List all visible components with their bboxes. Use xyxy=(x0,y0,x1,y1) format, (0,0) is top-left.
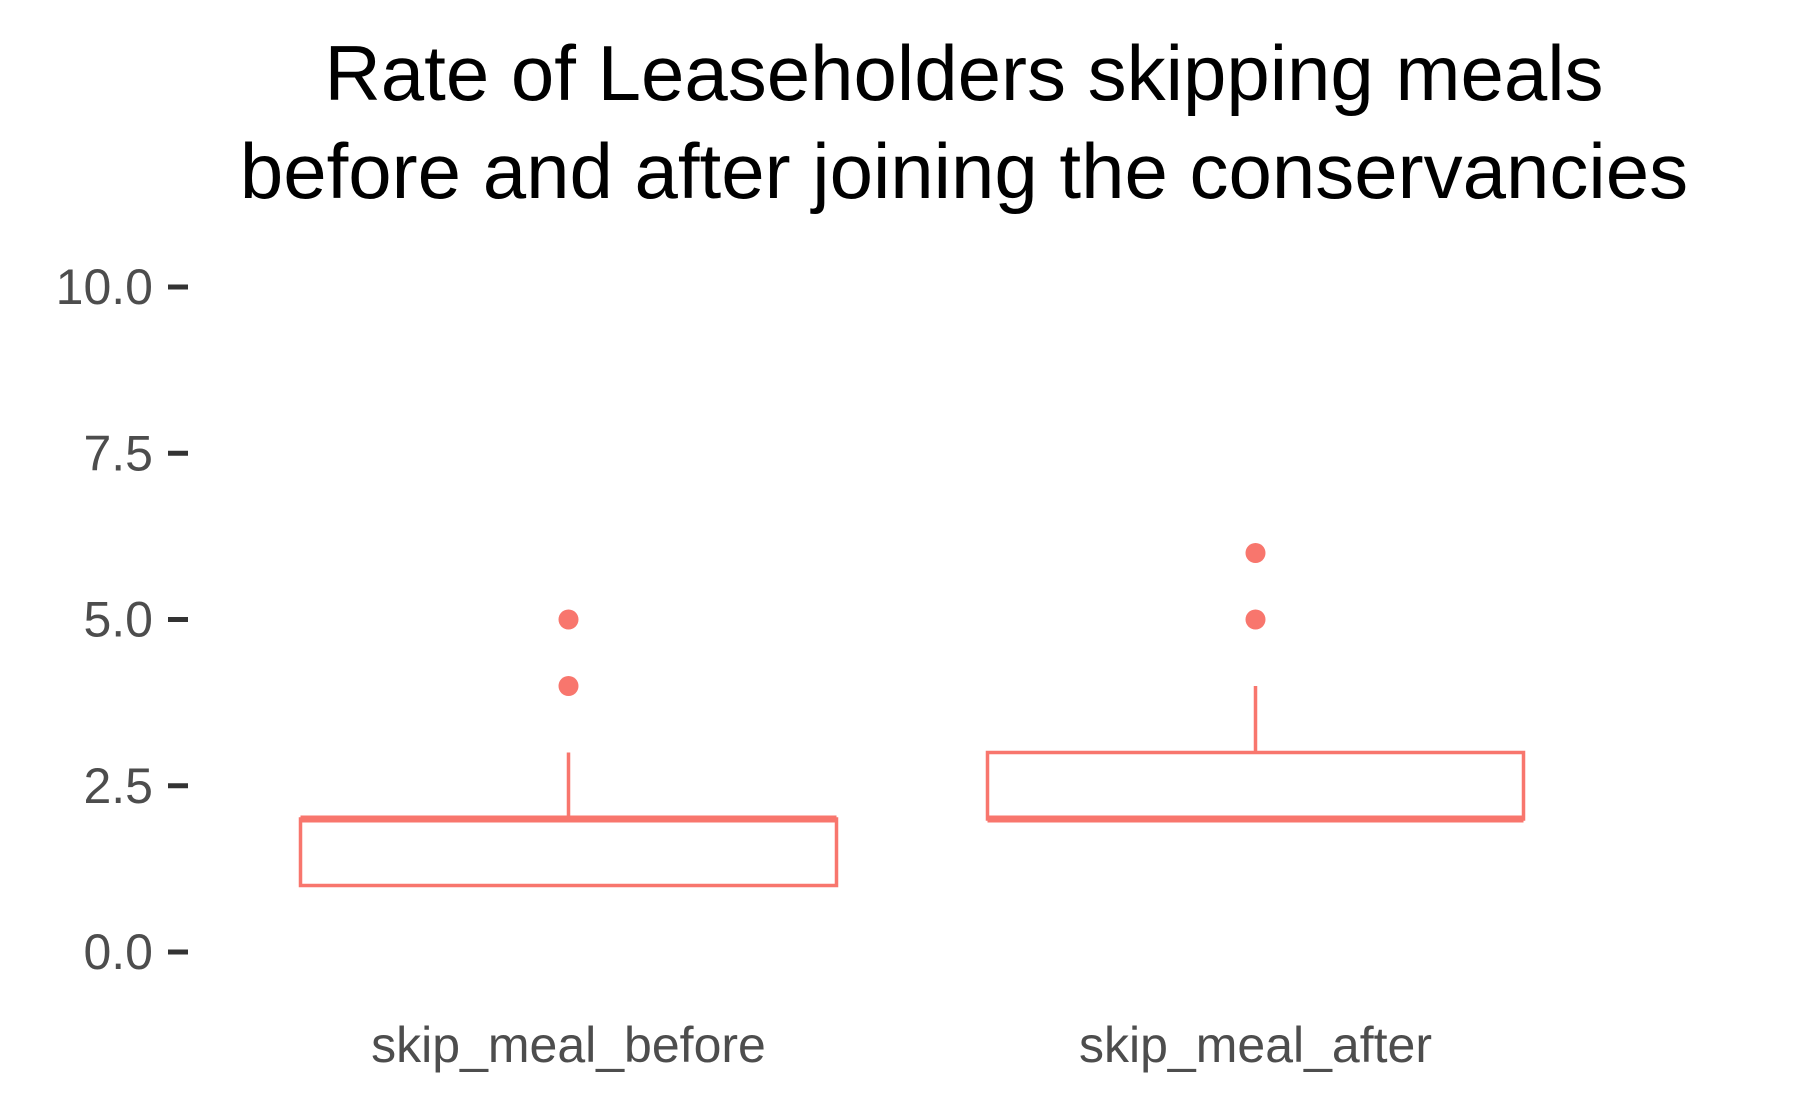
outlier-point xyxy=(1245,609,1266,630)
y-tick-label: 2.5 xyxy=(83,758,153,814)
chart-title-line-1: Rate of Leaseholders skipping meals xyxy=(324,29,1603,117)
outlier-point xyxy=(558,676,579,696)
iqr-box xyxy=(985,750,1526,821)
outlier-point xyxy=(1245,543,1266,563)
x-tick-label: skip_meal_after xyxy=(1079,1017,1432,1073)
box-skip_meal_after xyxy=(985,543,1526,823)
x-axis: skip_meal_before skip_meal_after xyxy=(371,1017,1432,1073)
chart-title: Rate of Leaseholders skipping meals befo… xyxy=(240,29,1688,215)
iqr-box xyxy=(298,817,839,888)
x-tick-label: skip_meal_before xyxy=(371,1017,766,1073)
plot-area xyxy=(298,543,1526,888)
y-axis: 0.0 2.5 5.0 7.5 10.0 xyxy=(56,259,188,980)
chart-title-line-2: before and after joining the conservanci… xyxy=(240,127,1688,215)
y-tick-label: 5.0 xyxy=(83,592,153,648)
y-tick-label: 7.5 xyxy=(83,425,153,481)
outlier-point xyxy=(558,609,579,630)
y-tick-label: 0.0 xyxy=(83,924,153,980)
box-skip_meal_before xyxy=(298,609,839,888)
y-tick-label: 10.0 xyxy=(56,259,153,315)
